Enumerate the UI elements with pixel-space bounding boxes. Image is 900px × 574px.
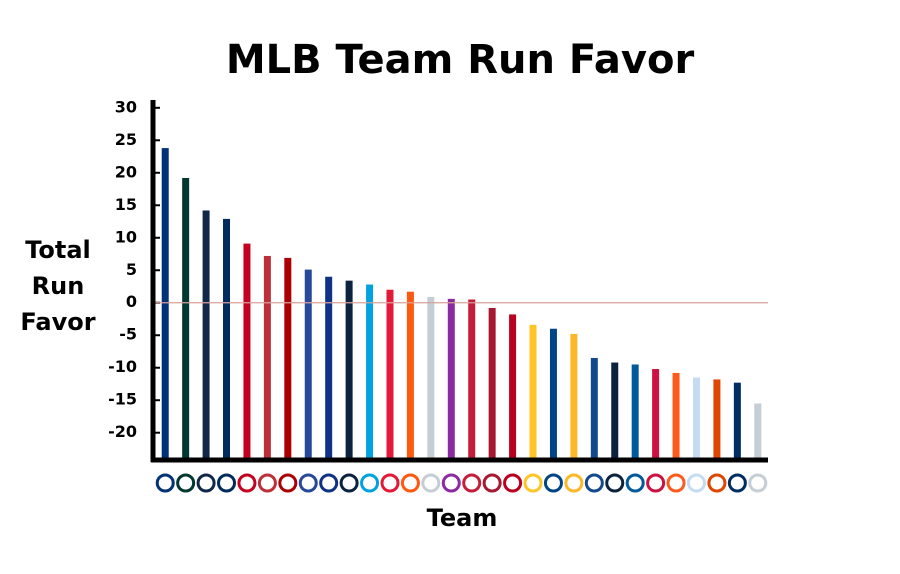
team-logo [686, 473, 706, 493]
team-logo [319, 473, 339, 493]
bar [509, 314, 517, 460]
team-logo [462, 473, 482, 493]
bar [243, 243, 251, 460]
bar [325, 276, 333, 460]
team-logo [298, 473, 318, 493]
bar [202, 210, 210, 460]
team-logo [748, 473, 768, 493]
bar [345, 280, 353, 460]
team-logo [646, 473, 666, 493]
y-tick-label: -15 [108, 390, 137, 409]
y-tick-label: 10 [115, 227, 137, 246]
y-tick-label: 20 [115, 162, 137, 181]
bar [447, 298, 455, 460]
bar [304, 269, 312, 460]
team-logo [441, 473, 461, 493]
bar [263, 255, 271, 460]
team-logo [360, 473, 380, 493]
bar [713, 379, 721, 460]
bar [366, 284, 374, 460]
y-tick-label: 5 [126, 260, 137, 279]
y-tick-label: -10 [108, 357, 137, 376]
bar [284, 257, 292, 460]
bar [549, 328, 557, 460]
bar [672, 372, 680, 460]
bar [488, 307, 496, 460]
bar [161, 148, 169, 460]
y-tick-label: -5 [119, 325, 137, 344]
bar [182, 177, 190, 460]
y-tick-label: 30 [115, 97, 137, 116]
bar [692, 377, 700, 460]
bar [570, 333, 578, 460]
x-axis-label: Team [427, 504, 498, 532]
team-logo [625, 473, 645, 493]
chart-title: MLB Team Run Favor [226, 37, 695, 83]
team-logo [584, 473, 604, 493]
team-logo [155, 473, 175, 493]
bar [223, 218, 231, 460]
team-logo [727, 473, 747, 493]
team-logo [482, 473, 502, 493]
team-logo [421, 473, 441, 493]
y-tick-label: 0 [126, 292, 137, 311]
team-logo [707, 473, 727, 493]
bar [386, 289, 394, 460]
bar [754, 403, 762, 460]
team-logo [176, 473, 196, 493]
team-logo [564, 473, 584, 493]
bar [406, 291, 414, 460]
bar [652, 369, 660, 460]
team-logo [523, 473, 543, 493]
team-logo [196, 473, 216, 493]
bar [468, 299, 476, 460]
y-tick-label: 25 [115, 130, 137, 149]
team-logo [543, 473, 563, 493]
bar [611, 362, 619, 460]
bar [631, 364, 639, 460]
bar [733, 382, 741, 460]
bar [590, 357, 598, 460]
team-logo [237, 473, 257, 493]
team-logo [503, 473, 523, 493]
team-logo [400, 473, 420, 493]
team-logo [666, 473, 686, 493]
team-logo [217, 473, 237, 493]
y-tick-label: 15 [115, 195, 137, 214]
team-logo [278, 473, 298, 493]
team-logo [339, 473, 359, 493]
bar [529, 324, 537, 460]
team-logo [605, 473, 625, 493]
y-tick-label: -20 [108, 422, 137, 441]
bar [427, 296, 435, 460]
team-logo [257, 473, 277, 493]
team-logo [380, 473, 400, 493]
y-axis-label: Total Run Favor [20, 236, 96, 336]
